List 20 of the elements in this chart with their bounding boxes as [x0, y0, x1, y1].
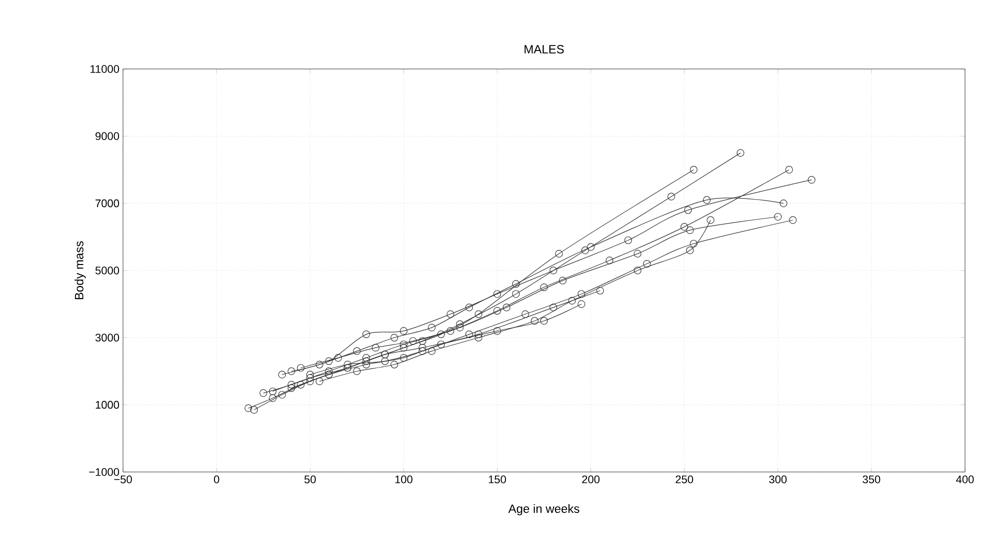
x-tick-label: 250 [676, 476, 694, 484]
x-tick-label: 200 [582, 476, 600, 484]
x-tick-label: 50 [304, 476, 316, 484]
x-tick-label: 350 [862, 476, 880, 484]
x-tick-label: 100 [395, 476, 412, 484]
y-axis-title: Body mass [74, 241, 86, 300]
chart-title: MALES [524, 44, 564, 54]
y-tick-label: −1000 [89, 468, 120, 476]
y-tick-label: 7000 [96, 199, 120, 208]
x-axis-title: Age in weeks [508, 504, 580, 516]
y-tick-label: 5000 [95, 266, 120, 274]
y-tick-label: 11000 [90, 65, 120, 73]
y-tick-label: 3000 [95, 334, 120, 342]
x-tick-label: 400 [956, 476, 974, 484]
x-tick-label: 300 [769, 476, 787, 484]
x-tick-label: −50 [114, 476, 132, 484]
y-tick-label: 9000 [96, 132, 120, 140]
y-tick-label: 1000 [96, 400, 120, 409]
x-tick-label: 0 [214, 476, 220, 484]
x-tick-label: 150 [488, 476, 506, 484]
